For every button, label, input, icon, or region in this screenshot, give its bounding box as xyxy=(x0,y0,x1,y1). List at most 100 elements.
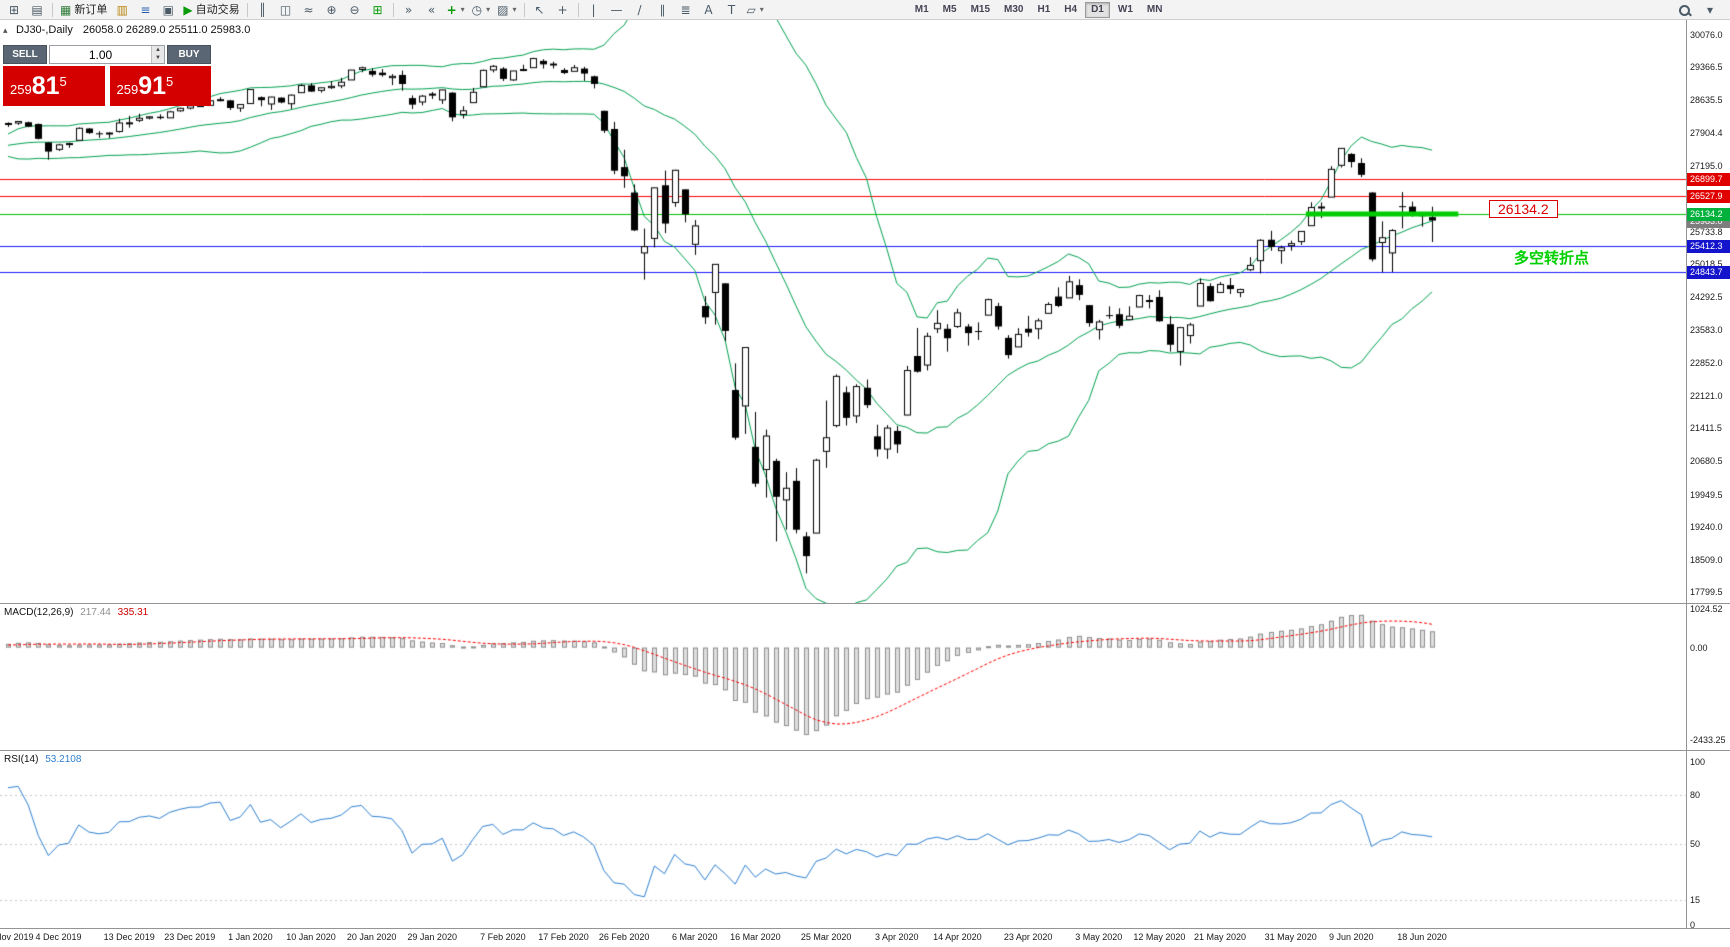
date-axis-label: 9 Jun 2020 xyxy=(1329,932,1374,942)
date-axis-label: 4 Dec 2019 xyxy=(35,932,82,942)
buy-price-display[interactable]: 259 91 5 xyxy=(109,66,211,106)
new-chart-icon[interactable]: ⊞ xyxy=(3,1,25,19)
cursor-icon[interactable]: ↖ xyxy=(529,1,551,19)
date-axis-label: 14 Apr 2020 xyxy=(933,932,982,942)
template-icon: ▨ xyxy=(497,2,509,17)
search-icon[interactable] xyxy=(1673,1,1695,19)
timeframe-button-m30[interactable]: M30 xyxy=(998,2,1029,18)
toolbar-separator xyxy=(246,2,248,17)
date-axis-label: 21 May 2020 xyxy=(1193,932,1247,942)
macd-signal-value: 335.31 xyxy=(117,607,149,618)
sell-button[interactable]: SELL xyxy=(3,45,47,64)
templates-button[interactable]: ▨ ▾ xyxy=(494,1,519,19)
price-axis-label: 25018.5 xyxy=(1690,259,1723,270)
sell-price-display[interactable]: 259 81 5 xyxy=(3,66,105,106)
toolbar-separator xyxy=(392,2,394,17)
timeframe-button-m1[interactable]: M1 xyxy=(909,2,935,18)
candlestick-chart-icon[interactable]: ◫ xyxy=(275,1,297,19)
rsi-axis-label: 0 xyxy=(1690,919,1696,930)
crosshair-icon[interactable]: + xyxy=(552,1,574,19)
chart-title: DJ30-,Daily 26058.0 26289.0 25511.0 2598… xyxy=(16,24,250,36)
rsi-panel-canvas[interactable] xyxy=(0,751,1686,928)
timeframe-button-h4[interactable]: H4 xyxy=(1058,2,1083,18)
toolbar-separator xyxy=(523,2,525,17)
date-axis-label: 25 Mar 2020 xyxy=(800,932,852,942)
line-chart-icon[interactable]: ≈ xyxy=(298,1,320,19)
price-level-annotation[interactable]: 26134.2 xyxy=(1489,200,1558,218)
price-axis-label: 19949.5 xyxy=(1690,489,1723,500)
fibonacci-icon[interactable]: ≣ xyxy=(675,1,697,19)
bar-chart-icon[interactable]: ║ xyxy=(252,1,274,19)
market-watch-icon[interactable]: ▥ xyxy=(111,1,133,19)
play-icon: ▶ xyxy=(183,2,193,17)
new-order-label: 新订单 xyxy=(74,2,108,16)
price-axis-label: 18509.0 xyxy=(1690,554,1723,565)
rsi-axis-label: 80 xyxy=(1690,789,1701,800)
date-axis-label: 12 May 2020 xyxy=(1133,932,1186,942)
auto-scroll-icon[interactable]: » xyxy=(398,1,420,19)
text-icon[interactable]: A xyxy=(698,1,720,19)
price-axis-label: 22852.0 xyxy=(1690,357,1723,368)
date-axis-label: 23 Apr 2020 xyxy=(1003,932,1053,942)
date-axis-label: 18 Jun 2020 xyxy=(1397,932,1447,942)
price-axis[interactable]: 30076.029366.528635.527904.427195.026463… xyxy=(1686,20,1730,930)
timeframe-button-m15[interactable]: M15 xyxy=(965,2,996,18)
tile-windows-icon[interactable]: ⊞ xyxy=(367,1,389,19)
timeframe-button-h1[interactable]: H1 xyxy=(1031,2,1056,18)
date-axis-label: 20 Jan 2020 xyxy=(346,932,397,942)
buy-price-small: 259 xyxy=(116,82,139,97)
indicators-button[interactable]: + ▾ xyxy=(444,1,468,19)
timeframe-button-m5[interactable]: M5 xyxy=(937,2,963,18)
timeframe-button-mn[interactable]: MN xyxy=(1141,2,1169,18)
date-axis-label: 13 Dec 2019 xyxy=(103,932,155,942)
navigator-icon[interactable]: ≡ xyxy=(134,1,156,19)
timeframe-button-d1[interactable]: D1 xyxy=(1085,1,1110,18)
new-order-button[interactable]: ▦ 新订单 xyxy=(57,1,110,19)
channel-icon[interactable]: ∥ xyxy=(652,1,674,19)
price-chart-canvas[interactable] xyxy=(0,20,1686,603)
date-axis-label: 1 Jan 2020 xyxy=(228,932,273,942)
shapes-button[interactable]: ▱ ▾ xyxy=(744,1,767,19)
price-tag: 26899.7 xyxy=(1687,172,1730,186)
volume-up-icon[interactable]: ▲ xyxy=(152,46,164,55)
price-tag: 26527.9 xyxy=(1687,189,1730,203)
volume-input[interactable] xyxy=(50,46,151,63)
timeframe-button-w1[interactable]: W1 xyxy=(1112,2,1139,18)
macd-panel-canvas[interactable] xyxy=(0,604,1686,750)
label-icon[interactable]: T xyxy=(721,1,743,19)
volume-down-icon[interactable]: ▼ xyxy=(152,54,164,63)
vertical-line-icon[interactable]: | xyxy=(583,1,605,19)
date-axis-label: 23 Dec 2019 xyxy=(164,932,216,942)
symbol-period-label: DJ30-,Daily xyxy=(16,24,73,36)
caret-down-icon: ▾ xyxy=(460,4,465,14)
trendline-icon[interactable]: / xyxy=(629,1,651,19)
timeframe-group: M1 M5 M15 M30 H1 H4 D1 W1 MN xyxy=(908,1,1170,18)
rsi-axis-label: 50 xyxy=(1690,838,1701,849)
terminal-icon[interactable]: ▣ xyxy=(157,1,179,19)
price-tag: 24843.7 xyxy=(1687,266,1730,280)
sell-price-big: 81 xyxy=(31,72,60,100)
macd-label: MACD(12,26,9) 217.44 335.31 xyxy=(4,607,152,618)
quick-nav-icon[interactable]: ▾ xyxy=(1699,1,1721,19)
chart-shift-icon[interactable]: « xyxy=(421,1,443,19)
chart-profiles-icon[interactable]: ▤ xyxy=(26,1,48,19)
zoom-out-icon[interactable]: ⊖ xyxy=(344,1,366,19)
price-tag: 25412.3 xyxy=(1687,240,1730,254)
zoom-in-icon[interactable]: ⊕ xyxy=(321,1,343,19)
one-click-panel-toggle-icon[interactable]: ▴ xyxy=(3,25,8,35)
turning-point-annotation[interactable]: 多空转折点 xyxy=(1514,249,1590,267)
periods-button[interactable]: ◷ ▾ xyxy=(469,1,494,19)
buy-button[interactable]: BUY xyxy=(167,45,211,64)
panel-separator[interactable] xyxy=(0,750,1730,751)
toolbar-separator xyxy=(52,2,53,17)
date-axis-label: 26 Nov 2019 xyxy=(0,932,34,942)
panel-separator[interactable] xyxy=(0,603,1730,604)
buy-price-sup: 5 xyxy=(166,74,174,89)
horizontal-line-icon[interactable]: — xyxy=(606,1,628,19)
auto-trading-button[interactable]: ▶ 自动交易 xyxy=(180,1,242,19)
price-axis-label: 30076.0 xyxy=(1690,29,1723,40)
price-axis-label: 27195.0 xyxy=(1690,160,1723,171)
date-axis-label: 10 Jan 2020 xyxy=(286,932,336,942)
date-axis-label: 17 Feb 2020 xyxy=(538,932,589,942)
